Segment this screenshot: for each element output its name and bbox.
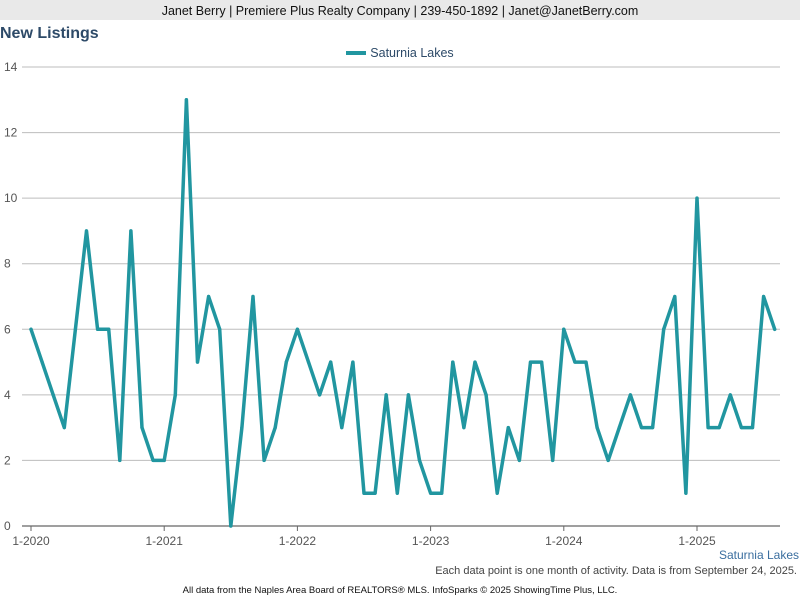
legend-label: Saturnia Lakes [370, 46, 454, 60]
data-point [240, 426, 244, 430]
data-point [429, 491, 433, 495]
data-point [140, 426, 144, 430]
data-point [573, 360, 577, 364]
data-point [473, 360, 477, 364]
data-point [73, 327, 77, 331]
data-point [384, 393, 388, 397]
data-point [540, 360, 544, 364]
data-point [362, 491, 366, 495]
data-point [628, 393, 633, 397]
data-point [84, 229, 89, 233]
data-point [340, 426, 344, 430]
data-point [662, 327, 666, 331]
data-point [151, 458, 155, 463]
data-point [406, 393, 410, 397]
chart-title: New Listings [0, 25, 99, 42]
data-point [684, 491, 688, 495]
x-tick-label: 1-2023 [412, 534, 450, 548]
data-point [318, 393, 322, 397]
data-point [728, 393, 732, 397]
data-point [295, 327, 299, 331]
data-point [462, 426, 466, 430]
data-point [306, 360, 311, 364]
data-footnote: Each data point is one month of activity… [435, 565, 797, 577]
data-point [773, 327, 777, 331]
y-tick-label: 4 [4, 388, 11, 402]
data-point [351, 360, 355, 364]
data-point [229, 524, 233, 528]
x-tick-label: 1-2021 [146, 534, 184, 548]
y-tick-label: 8 [4, 257, 11, 271]
data-point [262, 458, 266, 463]
data-point [528, 360, 533, 364]
data-point [484, 393, 488, 397]
data-point [218, 327, 222, 331]
data-point [651, 426, 655, 430]
data-point [129, 229, 133, 233]
data-point [395, 491, 399, 495]
data-point [706, 426, 710, 430]
y-tick-label: 0 [4, 519, 11, 533]
data-point [495, 491, 499, 495]
new-listings-line-chart: 0 2 4 6 8 10 12 14 1-2020 1-2021 1-2022 1-2023 1-202… [4, 60, 780, 548]
data-point [762, 294, 766, 299]
data-point [606, 458, 610, 463]
series-footer-label: Saturnia Lakes [718, 548, 799, 562]
data-point [195, 360, 200, 364]
data-point [517, 458, 522, 463]
data-point [451, 360, 455, 364]
y-tick-label: 6 [4, 322, 11, 336]
y-tick-label: 2 [4, 453, 11, 467]
data-point [29, 327, 33, 331]
data-point [551, 458, 555, 463]
chart-legend: Saturnia Lakes [0, 46, 800, 60]
data-point [107, 327, 111, 331]
data-point [750, 426, 755, 430]
data-point [118, 458, 122, 463]
y-tick-label: 10 [4, 191, 18, 205]
series-line [29, 98, 777, 528]
data-point [639, 426, 644, 430]
y-tick-label: 14 [4, 60, 18, 74]
data-point [562, 327, 566, 331]
data-point [62, 426, 66, 430]
agent-contact-bar: Janet Berry | Premiere Plus Realty Compa… [0, 0, 800, 20]
data-point [329, 360, 333, 364]
legend-swatch [346, 50, 367, 55]
data-point [162, 458, 166, 463]
data-point [284, 360, 288, 364]
data-point [695, 196, 699, 200]
data-point [173, 393, 177, 397]
data-point [673, 294, 677, 299]
x-tick-label: 1-2024 [545, 534, 583, 548]
data-point [584, 360, 588, 364]
data-point [717, 426, 721, 430]
y-tick-label: 12 [4, 126, 18, 140]
data-point [617, 426, 621, 430]
x-tick-label: 1-2025 [678, 534, 716, 548]
data-point [739, 426, 744, 430]
x-tick-label: 1-2022 [279, 534, 317, 548]
data-point [207, 294, 211, 299]
data-point [96, 327, 100, 331]
data-point [184, 98, 188, 102]
data-point [273, 426, 277, 430]
data-credit: All data from the Naples Area Board of R… [182, 585, 618, 596]
data-point [417, 458, 422, 463]
data-point [40, 360, 44, 364]
data-point [51, 393, 55, 397]
x-tick-label: 1-2020 [12, 534, 50, 548]
data-point [506, 426, 510, 430]
data-point [595, 426, 599, 430]
data-point [251, 294, 255, 299]
data-point [440, 491, 444, 495]
data-point [373, 491, 377, 495]
